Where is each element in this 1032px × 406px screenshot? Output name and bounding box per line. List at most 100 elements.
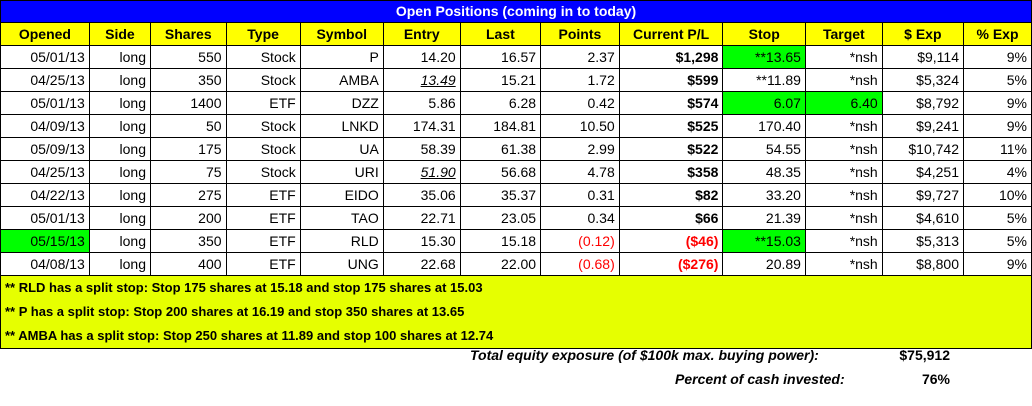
cell-type: Stock — [225, 137, 301, 161]
cell-last: 15.21 — [459, 68, 542, 92]
table-row: 04/08/13 long 400 ETF UNG 22.68 22.00 (0… — [0, 252, 1032, 276]
total-exposure-value: $75,912 — [899, 347, 950, 363]
cell-pl: ($276) — [618, 252, 724, 276]
cell-pexp: 9% — [963, 45, 1032, 69]
cell-pl: $599 — [618, 68, 724, 92]
cell-points: (0.68) — [540, 252, 620, 276]
cell-shares: 550 — [150, 45, 227, 69]
cell-target: *nsh — [804, 114, 883, 138]
cell-entry: 15.30 — [382, 229, 461, 253]
cell-opened: 05/01/13 — [0, 206, 90, 230]
header-symbol: Symbol — [299, 22, 384, 46]
table-title: Open Positions (coming in to today) — [0, 0, 1032, 23]
cell-type: ETF — [225, 229, 301, 253]
cell-last: 15.18 — [459, 229, 542, 253]
cell-stop: 21.39 — [722, 206, 806, 230]
cell-pexp: 9% — [963, 91, 1032, 115]
cell-type: ETF — [225, 91, 301, 115]
cell-target: *nsh — [804, 45, 883, 69]
table-row: 05/01/13 long 1400 ETF DZZ 5.86 6.28 0.4… — [0, 91, 1032, 115]
header-percent-exp: % Exp — [963, 22, 1032, 46]
cell-last: 16.57 — [459, 45, 542, 69]
cell-side: long — [88, 45, 152, 69]
cell-side: long — [88, 183, 152, 207]
cell-points: 0.42 — [540, 91, 620, 115]
cell-stop: **15.03 — [722, 229, 806, 253]
cell-entry: 5.86 — [382, 91, 461, 115]
cell-stop: **11.89 — [722, 68, 806, 92]
cell-exp: $4,610 — [881, 206, 965, 230]
cell-target: *nsh — [804, 160, 883, 184]
cell-type: Stock — [225, 68, 301, 92]
cell-target: *nsh — [804, 68, 883, 92]
table-row: 05/01/13 long 200 ETF TAO 22.71 23.05 0.… — [0, 206, 1032, 230]
cell-pexp: 10% — [963, 183, 1032, 207]
cell-pexp: 5% — [963, 206, 1032, 230]
cell-points: (0.12) — [540, 229, 620, 253]
cell-exp: $9,727 — [881, 183, 965, 207]
table-title-row: Open Positions (coming in to today) — [0, 0, 1032, 23]
cell-shares: 50 — [150, 114, 227, 138]
cell-pexp: 11% — [963, 137, 1032, 161]
cell-opened: 05/15/13 — [0, 229, 90, 253]
header-last: Last — [459, 22, 542, 46]
cell-points: 2.37 — [540, 45, 620, 69]
cell-shares: 75 — [150, 160, 227, 184]
table-row: 05/01/13 long 550 Stock P 14.20 16.57 2.… — [0, 45, 1032, 69]
cell-entry: 58.39 — [382, 137, 461, 161]
cell-entry: 13.49 — [382, 68, 461, 92]
cell-side: long — [88, 68, 152, 92]
cell-symbol: TAO — [299, 206, 384, 230]
cell-symbol: DZZ — [299, 91, 384, 115]
cell-pexp: 5% — [963, 68, 1032, 92]
cell-shares: 275 — [150, 183, 227, 207]
cell-opened: 04/09/13 — [0, 114, 90, 138]
cell-side: long — [88, 114, 152, 138]
cell-entry: 22.68 — [382, 252, 461, 276]
cell-exp: $9,241 — [881, 114, 965, 138]
cell-shares: 175 — [150, 137, 227, 161]
cell-opened: 04/25/13 — [0, 68, 90, 92]
cell-points: 4.78 — [540, 160, 620, 184]
cell-pl: $525 — [618, 114, 724, 138]
cell-exp: $10,742 — [881, 137, 965, 161]
cell-type: Stock — [225, 160, 301, 184]
split-stop-note-amba: ** AMBA has a split stop: Stop 250 share… — [0, 324, 1032, 349]
cell-entry: 174.31 — [382, 114, 461, 138]
header-opened: Opened — [0, 22, 90, 46]
cell-points: 1.72 — [540, 68, 620, 92]
cell-last: 184.81 — [459, 114, 542, 138]
cell-entry: 35.06 — [382, 183, 461, 207]
total-exposure-label: Total equity exposure (of $100k max. buy… — [470, 347, 819, 363]
cell-side: long — [88, 252, 152, 276]
cell-shares: 200 — [150, 206, 227, 230]
note-row: ** AMBA has a split stop: Stop 250 share… — [0, 324, 1032, 349]
cell-entry: 22.71 — [382, 206, 461, 230]
cell-exp: $5,324 — [881, 68, 965, 92]
header-shares: Shares — [150, 22, 227, 46]
cell-side: long — [88, 137, 152, 161]
table-row: 05/15/13 long 350 ETF RLD 15.30 15.18 (0… — [0, 229, 1032, 253]
header-type: Type — [225, 22, 301, 46]
cell-shares: 400 — [150, 252, 227, 276]
cell-opened: 05/01/13 — [0, 91, 90, 115]
cell-target: 6.40 — [804, 91, 883, 115]
note-row: ** P has a split stop: Stop 200 shares a… — [0, 300, 1032, 324]
cell-side: long — [88, 91, 152, 115]
cell-type: ETF — [225, 252, 301, 276]
cell-symbol: RLD — [299, 229, 384, 253]
header-dollar-exp: $ Exp — [881, 22, 965, 46]
cell-symbol: UNG — [299, 252, 384, 276]
cell-last: 23.05 — [459, 206, 542, 230]
cell-target: *nsh — [804, 183, 883, 207]
cell-last: 56.68 — [459, 160, 542, 184]
cell-pl: $1,298 — [618, 45, 724, 69]
header-current-pl: Current P/L — [618, 22, 724, 46]
cell-symbol: P — [299, 45, 384, 69]
header-entry: Entry — [382, 22, 461, 46]
cell-symbol: EIDO — [299, 183, 384, 207]
cell-opened: 05/01/13 — [0, 45, 90, 69]
cell-exp: $4,251 — [881, 160, 965, 184]
cell-pexp: 9% — [963, 252, 1032, 276]
header-stop: Stop — [722, 22, 806, 46]
